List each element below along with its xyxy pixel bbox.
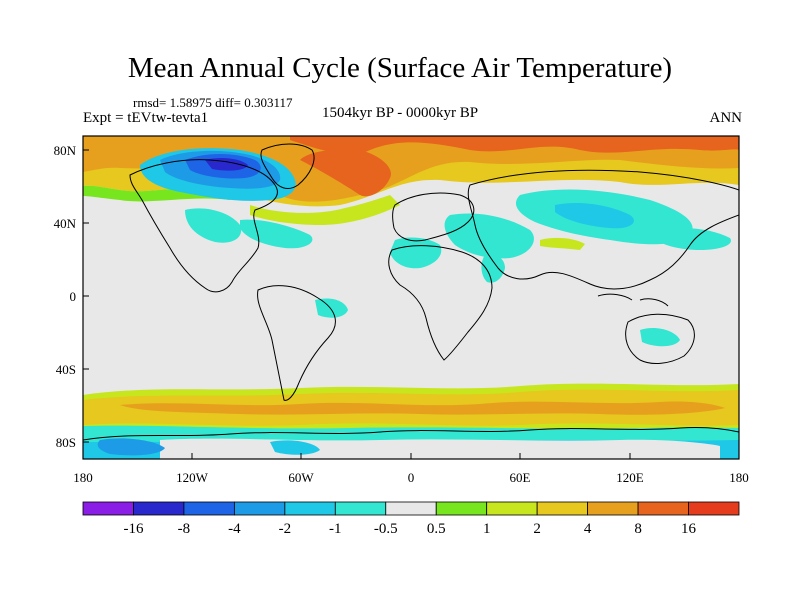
colorbar-label: -0.5 [374, 521, 398, 537]
colorbar-label: -16 [123, 521, 143, 537]
asia-coast [467, 169, 739, 290]
latitude-ticks: 80N 40N 0 40S 80S [54, 143, 89, 450]
colorbar-label: 4 [584, 521, 592, 537]
lat-tick-40n: 40N [54, 216, 77, 231]
australia-coast [625, 313, 695, 364]
south-america-cool-patch [315, 298, 348, 318]
antarctic-margin-light-band [83, 425, 739, 443]
colorbar-cell [183, 501, 235, 516]
lat-tick-80n: 80N [54, 143, 77, 158]
europe-cool-patch [390, 237, 442, 269]
colorbar-label: -8 [178, 521, 191, 537]
colorbar-label: -2 [279, 521, 292, 537]
longitude-ticks: 180 120W 60W 0 60E 120E 180 [73, 453, 749, 485]
south-america-coast [257, 285, 336, 401]
greenland-coast [260, 143, 315, 189]
central-asia-warm-strip [540, 237, 585, 250]
southern-ocean-hot-band [120, 401, 725, 415]
europe-coast [392, 192, 475, 242]
lon-tick-180e: 180 [729, 470, 749, 485]
indonesia-coast [597, 293, 669, 307]
experiment-label: Expt = tEVtw-tevta1 [83, 110, 209, 126]
colorbar-cell [385, 501, 437, 516]
central-asia-cool-patch [444, 213, 534, 259]
north-america-coast [129, 159, 278, 293]
colorbar-cell [587, 501, 639, 516]
lon-tick-180w: 180 [73, 470, 93, 485]
lat-tick-0: 0 [70, 289, 77, 304]
antarctic-cold-patch [97, 438, 165, 456]
colorbar-cell [284, 501, 336, 516]
period-label: 1504kyr BP - 0000kyr BP [322, 105, 479, 121]
colorbar-cell [82, 501, 134, 516]
lon-tick-60e: 60E [510, 470, 531, 485]
season-label: ANN [709, 110, 743, 126]
colorbar-cell [486, 501, 538, 516]
lon-tick-120e: 120E [616, 470, 644, 485]
lat-tick-40s: 40S [56, 362, 76, 377]
pacific-cool-patch [655, 228, 731, 250]
colorbar-cell [637, 501, 689, 516]
greenland-sea-warm [300, 149, 391, 197]
map-title: Mean Annual Cycle (Surface Air Temperatu… [127, 52, 673, 84]
lon-tick-120w: 120W [176, 470, 209, 485]
south-pacific-cool-patch [640, 328, 680, 347]
antarctica-coast [83, 427, 739, 441]
canada-extreme-cold [205, 157, 248, 171]
colorbar-cell [536, 501, 589, 516]
lat-tick-80s: 80S [56, 435, 76, 450]
lon-tick-0: 0 [408, 470, 415, 485]
lon-tick-60w: 60W [288, 470, 314, 485]
africa-coast [388, 245, 493, 361]
colorbar-label: 16 [681, 521, 697, 537]
colorbar-cell [133, 501, 185, 516]
temperature-field [83, 136, 739, 459]
colorbar-cell [334, 501, 387, 516]
antarctic-interior-neutral [160, 438, 720, 459]
arctic-hot-core [290, 136, 739, 155]
coastlines [83, 143, 739, 441]
colorbar-cell [688, 501, 740, 516]
colorbar [82, 501, 740, 516]
colorbar-label: 1 [483, 521, 491, 537]
atlantic-cool-patch [240, 219, 313, 249]
colorbar-label: -1 [329, 521, 342, 537]
colorbar-label: -4 [228, 521, 241, 537]
north-atlantic-green [250, 195, 400, 225]
colorbar-label: 2 [533, 521, 541, 537]
stats-label: rmsd= 1.58975 diff= 0.303117 [133, 95, 293, 110]
antarctic-cold-patch-2 [270, 440, 320, 455]
north-america-cool-patch [185, 208, 242, 243]
colorbar-label: 8 [634, 521, 642, 537]
colorbar-label: 0.5 [427, 521, 446, 537]
east-africa-cool-patch [481, 254, 505, 283]
colorbar-cell [233, 501, 286, 516]
colorbar-labels: -16 -8 -4 -2 -1 -0.5 0.5 1 2 4 8 16 [123, 521, 696, 537]
siberia-cooler-patch [555, 203, 634, 229]
colorbar-cell [435, 501, 488, 516]
